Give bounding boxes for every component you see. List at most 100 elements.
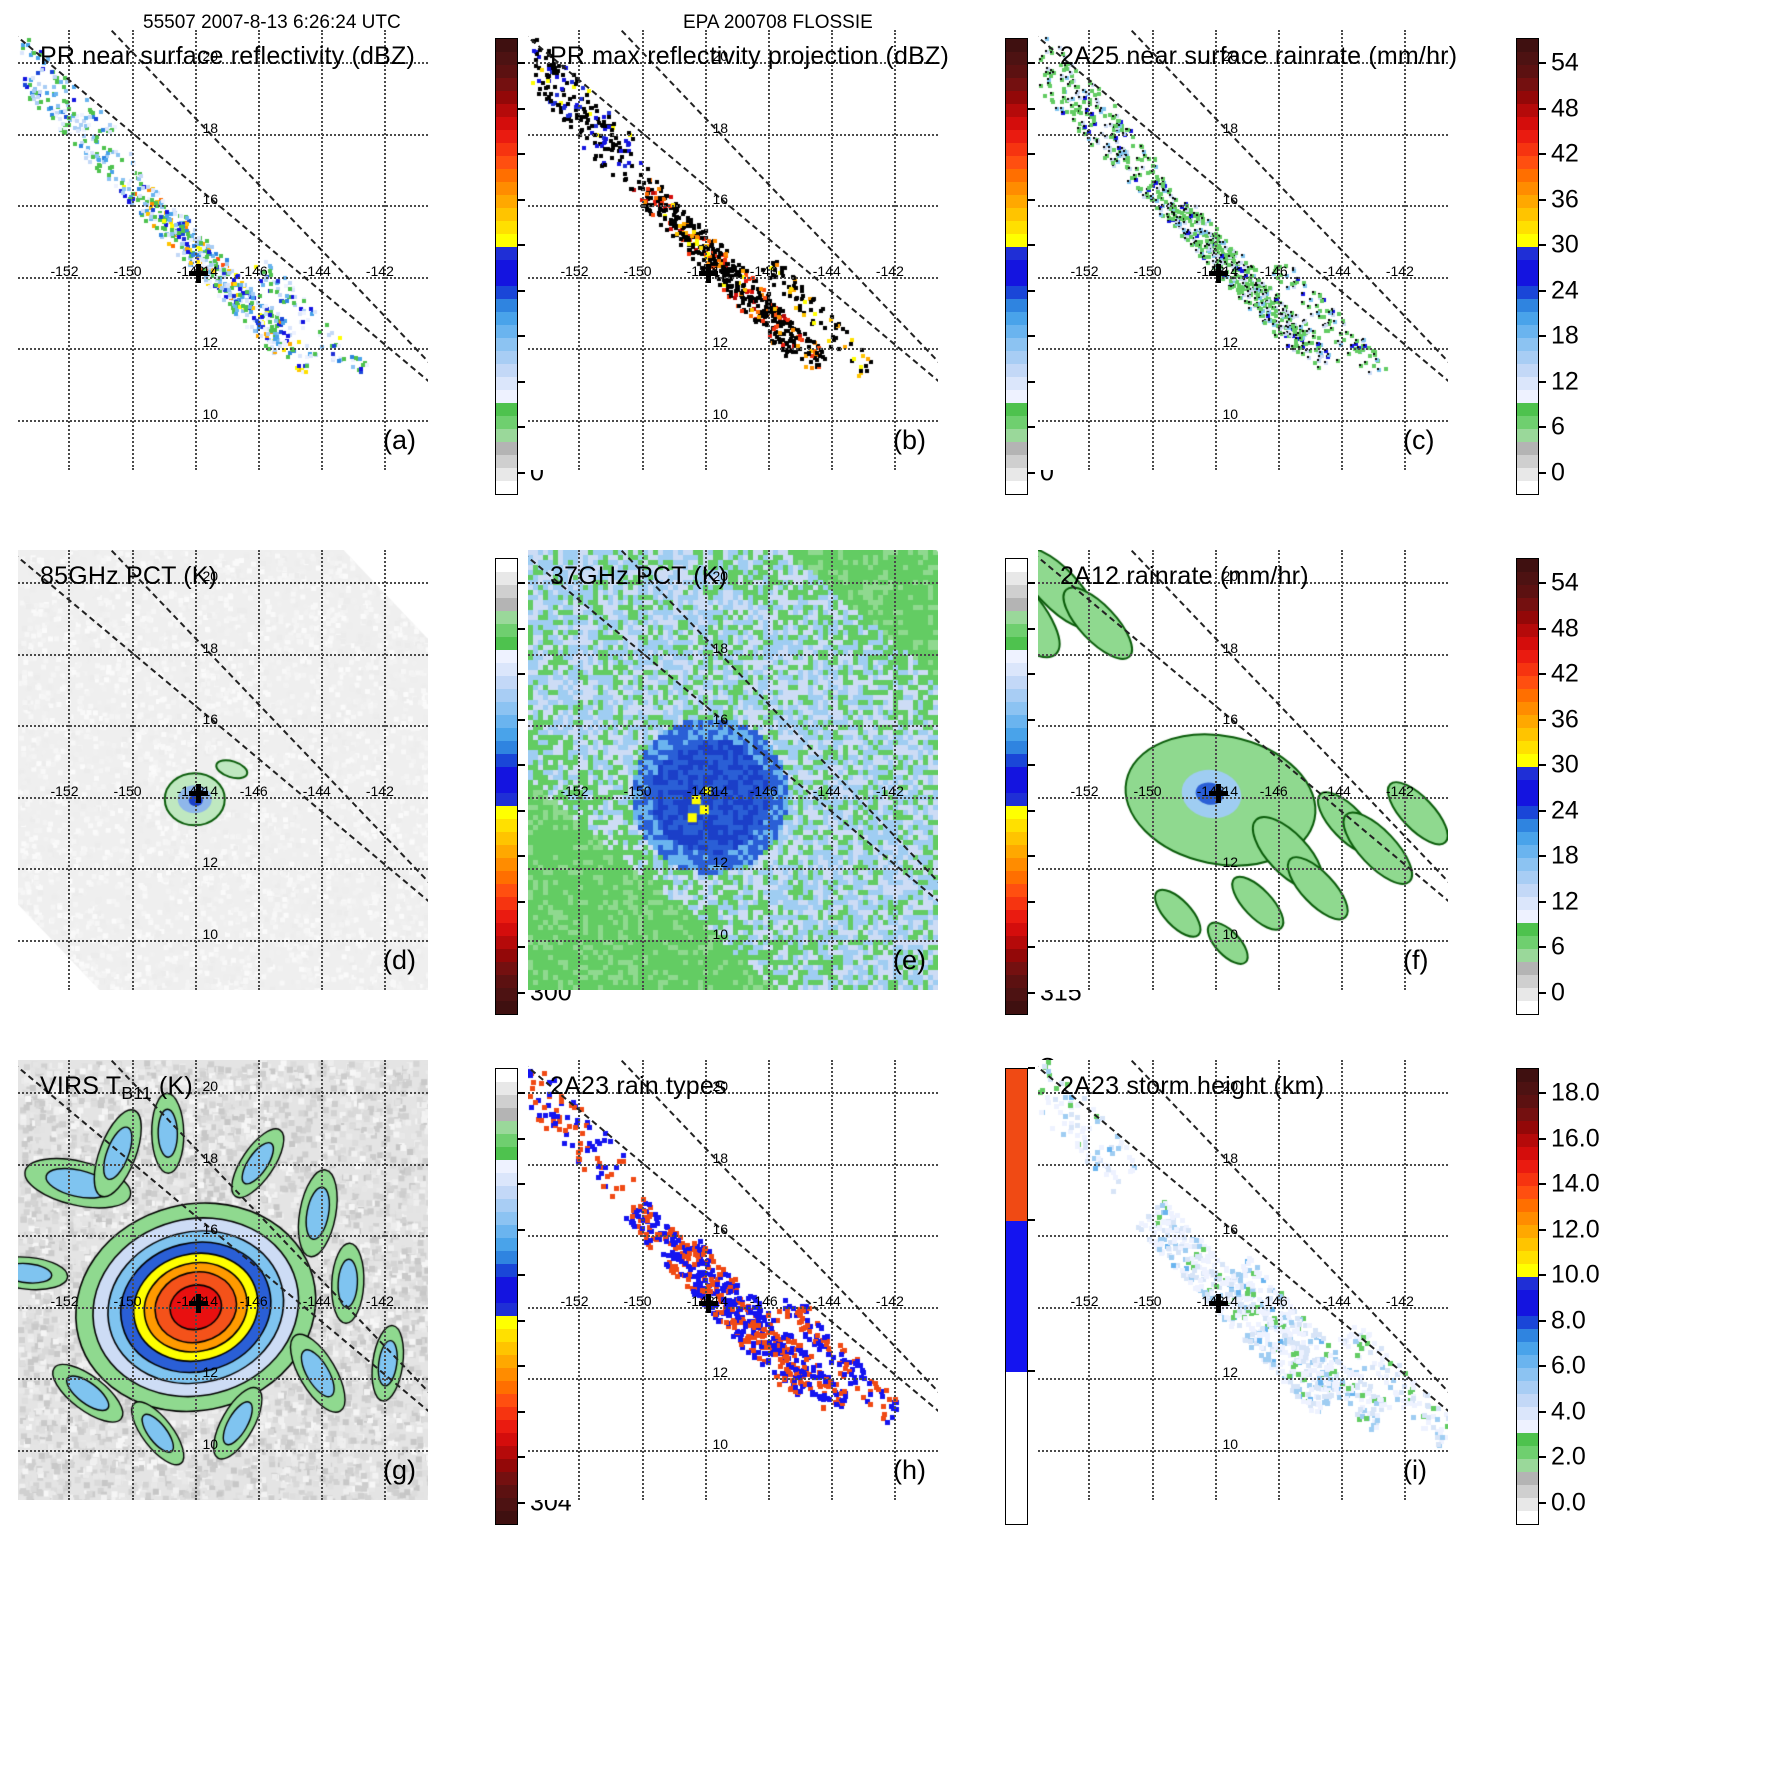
colorbar-segment [1006, 481, 1027, 494]
gridline-lat [1038, 62, 1448, 65]
colorbar-segment [496, 1160, 517, 1173]
lon-tick-label: -152 [1070, 1292, 1099, 1309]
gridline-lon [320, 550, 323, 990]
colorbar-segment [1517, 377, 1538, 390]
colorbar-segment [1517, 858, 1538, 871]
lon-tick-label: -142 [1385, 262, 1414, 279]
colorbar-tick [1028, 1218, 1035, 1221]
colorbar-segment [1517, 312, 1538, 325]
colorbar-segment [1006, 598, 1027, 611]
lat-tick-label: 20 [202, 568, 219, 585]
colorbar-tick [1539, 627, 1546, 630]
colorbar-segment [1517, 221, 1538, 234]
colorbar-tick [1028, 153, 1035, 156]
colorbar-segment [1517, 208, 1538, 221]
colorbar-segment [496, 299, 517, 312]
colorbar-segment [1517, 1394, 1538, 1407]
colorbar-segment [1517, 1147, 1538, 1160]
gridline-lon [704, 1060, 707, 1500]
colorbar-segment [1006, 234, 1027, 247]
colorbar-segment [496, 1316, 517, 1329]
colorbar-segment [496, 1407, 517, 1420]
colorbar-segment [496, 871, 517, 884]
gridline-lon [383, 1060, 386, 1500]
gridline-lat [1038, 1163, 1448, 1166]
lat-tick-label: 10 [1222, 405, 1239, 422]
colorbar-segment [1006, 299, 1027, 312]
colorbar-tick [1028, 809, 1035, 812]
gridline-lat [18, 205, 428, 208]
lat-tick-label: 16 [1222, 1221, 1239, 1238]
colorbar-tick [518, 900, 525, 903]
colorbar-label: 12 [1551, 367, 1579, 396]
colorbar-segment [1517, 624, 1538, 637]
panel-title-subscript: B11 [121, 1082, 152, 1103]
colorbar-segment [496, 182, 517, 195]
colorbar-segment [496, 897, 517, 910]
lat-tick-label: 12 [1222, 334, 1239, 351]
data-layer-pr_near_surface_reflectivity [18, 30, 428, 470]
storm-center-marker [1208, 1294, 1228, 1314]
plot-area-i: -152 -150 -148 -146 -144 -142 20 18 16 14 12 10 [1038, 1060, 1448, 1500]
colorbar-segment [1517, 962, 1538, 975]
data-layer-storm_height_2a23 [1038, 1060, 1448, 1500]
colorbar-segment [1517, 1069, 1538, 1082]
colorbar-segment [1517, 572, 1538, 585]
colorbar-segment [1006, 728, 1027, 741]
lon-tick-label: -146 [1259, 1292, 1288, 1309]
colorbar-segment [1006, 949, 1027, 962]
colorbar-segment [1006, 286, 1027, 299]
gridline-lat [528, 653, 938, 656]
colorbar-segment [1006, 975, 1027, 988]
gridline-lon [131, 550, 134, 990]
gridline-lon [68, 550, 71, 990]
gridline-lat [528, 796, 938, 799]
colorbar-tick [1028, 764, 1035, 767]
colorbar-label: 48 [1551, 94, 1579, 123]
colorbar-segment [496, 884, 517, 897]
colorbar-tick [1539, 1183, 1546, 1186]
colorbar-segment [1517, 260, 1538, 273]
colorbar-segment [1517, 936, 1538, 949]
colorbar-segment [1517, 1121, 1538, 1134]
colorbar-tick [1539, 153, 1546, 156]
storm-center-marker [188, 784, 208, 804]
gridline-lat [18, 1306, 428, 1309]
colorbar-segment [1006, 676, 1027, 689]
colorbar-segment [1517, 390, 1538, 403]
colorbar-tick [1539, 471, 1546, 474]
gridline-lat [528, 1449, 938, 1452]
lon-tick-label: -144 [812, 782, 841, 799]
gridline-lon [1151, 550, 1154, 990]
colorbar-segment [496, 1290, 517, 1303]
colorbar-segment [1006, 442, 1027, 455]
panel-title-c: 2A25 near surface rainrate (mm/hr) [1060, 42, 1458, 70]
gridline-lon [320, 30, 323, 470]
colorbar-segment [1006, 858, 1027, 871]
panel-e: -152 -150 -148 -146 -144 -142 20 18 16 14 12 10 37GH… [528, 550, 1145, 1110]
gridline-lat [528, 725, 938, 728]
colorbar-segment [1517, 1472, 1538, 1485]
lat-tick-label: 16 [202, 191, 219, 208]
colorbar-tick [518, 1365, 525, 1368]
gridline-lat [1038, 1378, 1448, 1381]
colorbar-tick [518, 855, 525, 858]
colorbar-segment [1517, 1082, 1538, 1095]
lon-tick-label: -152 [50, 262, 79, 279]
colorbar-segment [496, 1095, 517, 1108]
colorbar-tick [1028, 335, 1035, 338]
colorbar-segment [496, 689, 517, 702]
colorbar-tick [1028, 380, 1035, 383]
panel-title-prefix: VIRS T [40, 1072, 122, 1100]
data-layer-pct_37ghz [528, 550, 938, 990]
colorbar-segment [1006, 845, 1027, 858]
panel-title-h: 2A23 rain types [550, 1072, 727, 1100]
colorbar-label: 14.0 [1551, 1169, 1600, 1198]
lat-tick-label: 18 [712, 1149, 729, 1166]
colorbar-label: 54 [1551, 568, 1579, 597]
colorbar-segment [1006, 923, 1027, 936]
colorbar [1516, 558, 1539, 1015]
lat-tick-label: 18 [712, 639, 729, 656]
colorbar-label: 54 [1551, 48, 1579, 77]
colorbar-segment [1517, 1381, 1538, 1394]
